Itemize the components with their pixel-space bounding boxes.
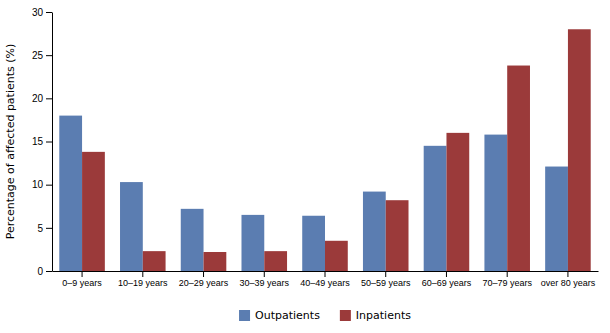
- legend: Outpatients Inpatients: [239, 309, 411, 322]
- tick-label: 25: [32, 50, 44, 61]
- tick-label: 5: [37, 223, 43, 234]
- bar: [120, 182, 143, 271]
- tick: 0–9 years: [62, 271, 102, 288]
- legend-swatch: [239, 310, 250, 321]
- bar-series: [59, 116, 568, 271]
- tick: 40–49 years: [300, 271, 350, 288]
- tick-mark: [567, 271, 568, 277]
- bar: [386, 200, 409, 271]
- axis-line: [52, 13, 53, 272]
- tick: 10–19 years: [118, 271, 168, 288]
- legend-label: Inpatients: [356, 309, 411, 322]
- bar: [568, 29, 591, 271]
- tick-label: 0–9 years: [62, 278, 102, 288]
- bar: [204, 252, 227, 271]
- bar: [363, 192, 386, 271]
- legend-swatch: [340, 310, 351, 321]
- tick-label: 60–69 years: [422, 278, 472, 288]
- tick-mark: [446, 271, 447, 277]
- legend-label: Outpatients: [255, 309, 320, 322]
- legend-item: Inpatients: [340, 309, 411, 322]
- bar-series: [82, 29, 591, 271]
- tick-mark: [46, 142, 52, 143]
- tick-label: 40–49 years: [300, 278, 350, 288]
- tick: 20–29 years: [179, 271, 229, 288]
- tick-label: 50–59 years: [361, 278, 411, 288]
- bar: [446, 133, 469, 271]
- tick-mark: [385, 271, 386, 277]
- tick: 60–69 years: [422, 271, 472, 288]
- tick-mark: [46, 12, 52, 13]
- tick: 50–59 years: [361, 271, 411, 288]
- bar: [143, 251, 166, 271]
- tick: 30–39 years: [239, 271, 289, 288]
- bar: [424, 146, 447, 271]
- tick-label: 70–79 years: [482, 278, 532, 288]
- tick-label: 0: [37, 266, 43, 277]
- tick-label: 30: [32, 7, 44, 18]
- tick-mark: [46, 228, 52, 229]
- bar: [181, 209, 204, 271]
- tick-mark: [507, 271, 508, 277]
- tick-label: 10–19 years: [118, 278, 168, 288]
- bar: [241, 215, 264, 271]
- x-axis: 0–9 years 10–19 years 20–29 years 30–39 yea…: [53, 271, 599, 288]
- tick-mark: [46, 271, 52, 272]
- tick-label: 10: [32, 179, 44, 190]
- tick-mark: [325, 271, 326, 277]
- tick-mark: [203, 271, 204, 277]
- tick-mark: [46, 185, 52, 186]
- bar: [264, 251, 287, 271]
- legend-item: Outpatients: [239, 309, 320, 322]
- tick-label: 20–29 years: [179, 278, 229, 288]
- plot-area: 0 5 10 15 20 25 30 0–9 years 10–19 years 20–29 ye…: [32, 7, 599, 289]
- tick: 10: [32, 179, 52, 190]
- tick: 15: [32, 136, 52, 147]
- tick-mark: [82, 271, 83, 277]
- tick: 20: [32, 93, 52, 104]
- bar: [507, 66, 530, 271]
- tick-mark: [46, 98, 52, 99]
- tick-label: 15: [32, 136, 44, 147]
- tick: 5: [37, 223, 52, 234]
- bar: [545, 167, 568, 271]
- tick-mark: [142, 271, 143, 277]
- tick-label: 20: [32, 93, 44, 104]
- tick-mark: [46, 55, 52, 56]
- tick-label: over 80 years: [541, 278, 596, 288]
- tick: over 80 years: [541, 271, 596, 288]
- tick: 25: [32, 50, 52, 61]
- bar: [484, 135, 507, 271]
- bars: [59, 29, 590, 271]
- tick: 0: [37, 266, 52, 277]
- chart: 0 5 10 15 20 25 30 0–9 years 10–19 years 20–29 ye…: [0, 0, 610, 333]
- tick: 30: [32, 7, 52, 18]
- tick: 70–79 years: [482, 271, 532, 288]
- bar: [59, 116, 82, 271]
- bar: [325, 241, 348, 271]
- bar: [82, 152, 105, 271]
- axis-title: Percentage of affected patients (%): [4, 44, 17, 240]
- y-axis: 0 5 10 15 20 25 30: [32, 7, 53, 277]
- bar: [302, 216, 325, 271]
- tick-label: 30–39 years: [239, 278, 289, 288]
- tick-mark: [264, 271, 265, 277]
